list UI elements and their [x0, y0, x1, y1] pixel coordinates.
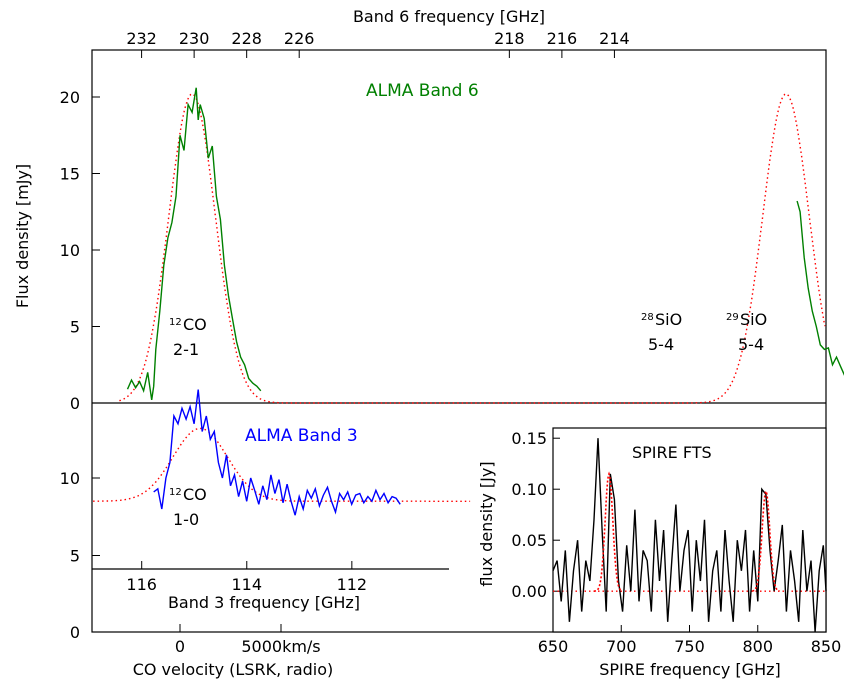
band6-data-segment [126, 87, 262, 401]
co10-sup: 12 [169, 487, 182, 498]
sio29-species: SiO [740, 310, 767, 329]
spire-title: SPIRE FTS [632, 443, 712, 462]
band3-y-ticks: 5 10 [60, 469, 100, 566]
spire-x-tick-label: 650 [538, 637, 569, 656]
co21-label: 12 CO 2-1 [169, 315, 207, 359]
co10-species: CO [183, 485, 207, 504]
band3-model-curve [93, 427, 471, 502]
band6-data [126, 87, 844, 401]
spire-x-axis-label: SPIRE frequency [GHz] [599, 660, 780, 679]
spire-y-tick-label: 0.05 [511, 531, 547, 550]
band3-data-line [153, 389, 401, 516]
band6-y-tick-label: 10 [60, 241, 80, 260]
band6-top-tick-label: 218 [494, 29, 525, 48]
band3-x-tick-label: 112 [337, 575, 368, 594]
co10-transition: 1-0 [173, 510, 199, 529]
spire-x-tick-label: 750 [674, 637, 705, 656]
band6-model-curve [119, 93, 826, 404]
spire-y-axis-label: flux density [Jy] [477, 461, 496, 586]
band6-top-tick-label: 214 [599, 29, 630, 48]
band3-data [153, 389, 401, 516]
band6-top-tick-label: 230 [179, 29, 210, 48]
spire-y-tick-label: 0.00 [511, 582, 547, 601]
band3-y-tick-label: 5 [70, 547, 80, 566]
co21-sup: 12 [169, 317, 182, 328]
band3-y-tick-label: 10 [60, 469, 80, 488]
spire-x-ticks: 650 700 750 800 850 [538, 625, 842, 656]
band6-data-segment [796, 200, 844, 376]
co21-species: CO [183, 315, 207, 334]
band6-top-axis-label: Band 6 frequency [GHz] [353, 7, 545, 26]
band6-top-tick-label: 226 [284, 29, 315, 48]
velocity-x-ticks: 0 5000km/s [175, 624, 321, 656]
band6-y-axis-label: Flux density [mJy] [13, 164, 32, 308]
band6-top-tick-label: 232 [126, 29, 157, 48]
band6-top-tick-label: 216 [547, 29, 578, 48]
band3-x-tick-label: 114 [231, 575, 262, 594]
band3-x-axis-label: Band 3 frequency [GHz] [168, 593, 360, 612]
band6-y-tick-label: 20 [60, 88, 80, 107]
bottom-y-ticks: 0 [70, 623, 100, 642]
sio28-transition: 5-4 [648, 335, 674, 354]
spire-y-ticks: 0.00 0.05 0.10 0.15 [511, 429, 560, 601]
sio29-sup: 29 [726, 312, 739, 323]
velocity-axis-label: CO velocity (LSRK, radio) [133, 660, 334, 679]
band6-label: ALMA Band 6 [366, 81, 479, 101]
spire-x-tick-label: 850 [811, 637, 842, 656]
velocity-tick-label: 5000km/s [241, 637, 320, 656]
band6-y-tick-label: 15 [60, 165, 80, 184]
band6-y-tick-label: 0 [70, 394, 80, 413]
band6-y-tick-label: 5 [70, 318, 80, 337]
band3-x-ticks: 116 114 112 [126, 561, 367, 594]
bottom-y-tick-label: 0 [70, 623, 80, 642]
co10-label: 12 CO 1-0 [169, 485, 207, 529]
sio28-label: 28 SiO 5-4 [641, 310, 682, 354]
sio29-label: 29 SiO 5-4 [726, 310, 767, 354]
band6-top-tick-label: 228 [231, 29, 262, 48]
spire-x-tick-label: 700 [606, 637, 637, 656]
co21-transition: 2-1 [173, 340, 199, 359]
velocity-tick-label: 0 [175, 637, 185, 656]
spire-spectrum [552, 438, 827, 633]
spire-model-curve [594, 471, 780, 592]
band3-x-tick-label: 116 [126, 575, 157, 594]
band6-top-ticks: 232 230 228 226 218 216 214 [126, 29, 630, 58]
main-plot-frame [91, 49, 827, 633]
spire-y-tick-label: 0.15 [511, 429, 547, 448]
band6-y-ticks: 0 5 10 15 20 [60, 88, 100, 413]
spire-y-tick-label: 0.10 [511, 480, 547, 499]
band3-label: ALMA Band 3 [245, 426, 358, 446]
sio29-transition: 5-4 [738, 335, 764, 354]
sio28-species: SiO [655, 310, 682, 329]
spire-x-tick-label: 800 [742, 637, 773, 656]
sio28-sup: 28 [641, 312, 654, 323]
